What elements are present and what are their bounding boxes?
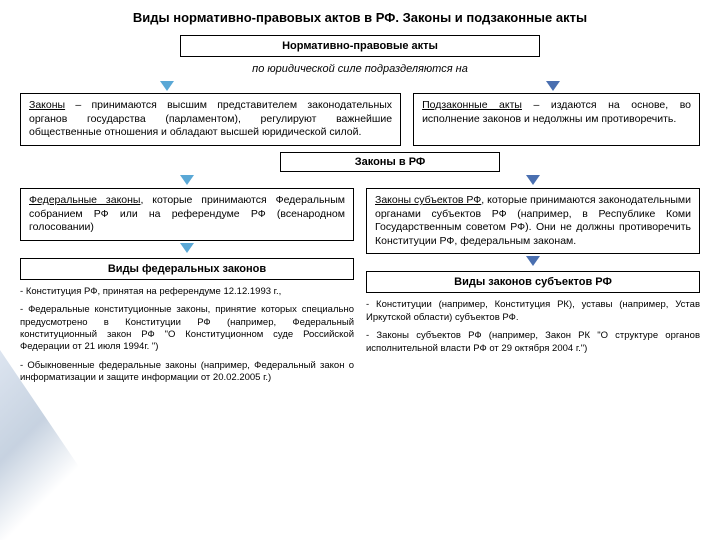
list-item: Конституции (например, Конституция РК), … [366, 299, 700, 324]
arrow-down-icon [160, 81, 174, 91]
arrow-row-2 [20, 175, 700, 185]
page-title: Виды нормативно-правовых актов в РФ. Зак… [20, 10, 700, 25]
laws-body: – принимаются высшим представителем зако… [29, 99, 392, 138]
main-concept-box: Нормативно-правовые акты [180, 35, 540, 57]
arrow-down-icon [546, 81, 560, 91]
arrow-down-icon [180, 243, 194, 253]
laws-rf-box: Законы в РФ [280, 152, 500, 172]
federal-laws-box: Федеральные законы, которые принимаются … [20, 188, 354, 241]
arrow-down-icon [180, 175, 194, 185]
subj-types-title: Виды законов субъектов РФ [366, 271, 700, 293]
arrow-row-1 [20, 81, 700, 91]
federal-column: Федеральные законы, которые принимаются … [20, 188, 354, 390]
list-item: Обыкновенные федеральные законы (наприме… [20, 360, 354, 385]
arrow-fed [20, 243, 354, 256]
sublaws-head: Подзаконные акты [422, 99, 522, 111]
subject-column: Законы субъектов РФ, которые принимаются… [366, 188, 700, 361]
federal-head: Федеральные законы [29, 194, 140, 206]
arrow-down-icon [526, 256, 540, 266]
fed-types-list: Конституция РФ, принятая на референдуме … [20, 286, 354, 384]
arrow-down-icon [526, 175, 540, 185]
list-item: Конституция РФ, принятая на референдуме … [20, 286, 354, 298]
subj-types-list: Конституции (например, Конституция РК), … [366, 299, 700, 354]
list-item: Законы субъектов РФ (например, Закон РК … [366, 330, 700, 355]
laws-definition-box: Законы – принимаются высшим представител… [20, 93, 401, 146]
definitions-row: Законы – принимаются высшим представител… [20, 93, 700, 146]
subject-laws-box: Законы субъектов РФ, которые принимаются… [366, 188, 700, 255]
list-item: Федеральные конституционные законы, прин… [20, 304, 354, 353]
subject-head: Законы субъектов РФ [375, 194, 481, 206]
law-categories-row: Федеральные законы, которые принимаются … [20, 188, 700, 390]
subtitle: по юридической силе подразделяются на [20, 63, 700, 75]
fed-types-title: Виды федеральных законов [20, 258, 354, 280]
sublaws-definition-box: Подзаконные акты – издаются на основе, в… [413, 93, 700, 146]
arrow-subj [366, 256, 700, 269]
laws-head: Законы [29, 99, 65, 111]
